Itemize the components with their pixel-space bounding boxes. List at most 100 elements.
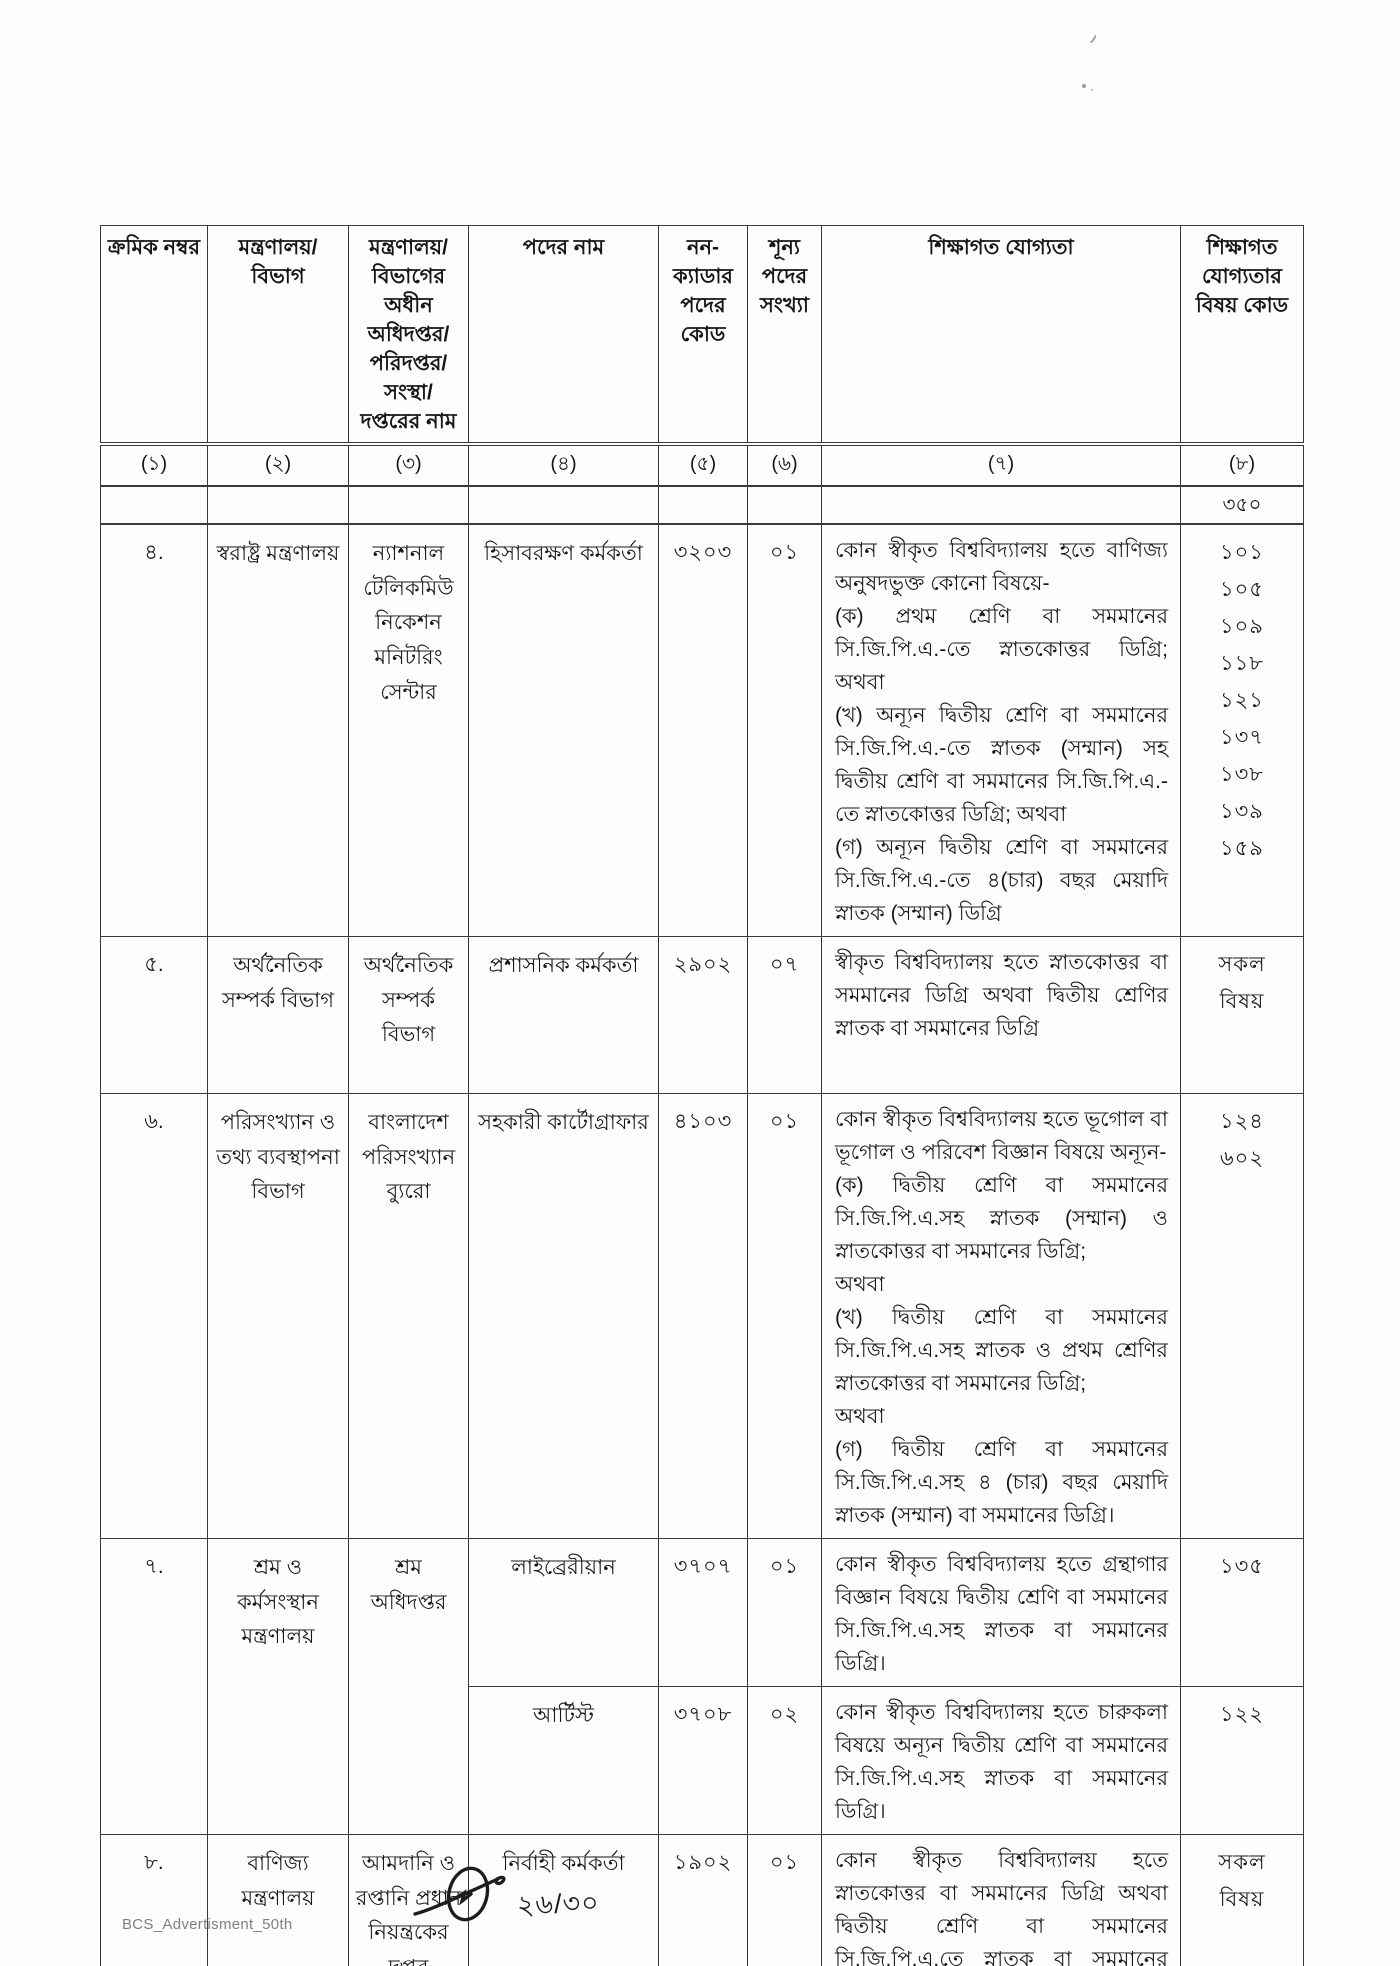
- row-vacancy-count: ০২: [747, 1686, 822, 1835]
- qualification-line: অথবা: [835, 1405, 885, 1428]
- footer-filename: BCS_Advertisment_50th: [122, 1916, 293, 1933]
- column-number: (৮): [1180, 442, 1304, 487]
- header-post-name: পদের নাম: [468, 225, 659, 445]
- row-serial-number: ৬.: [100, 1093, 208, 1539]
- subject-code: ১৫৯: [1220, 837, 1264, 860]
- row-noncadre-code: ৪১০৩: [658, 1093, 748, 1539]
- header-noncadre-code: নন- ক্যাডার পদের কোড: [658, 225, 748, 445]
- column-number: (৩): [348, 442, 469, 487]
- row-qualification: স্বীকৃত বিশ্ববিদ্যালয় হতে স্নাতকোত্তর ব…: [821, 936, 1181, 1094]
- row-subject-codes: ১০১ ১০৫ ১০৯ ১১৮ ১২১ ১৩৭ ১৩৮ ১৩৯ ১৫৯: [1180, 523, 1304, 937]
- empty-cell: [658, 485, 748, 525]
- row-serial-number: ৪.: [100, 523, 208, 937]
- column-number: (৪): [468, 442, 659, 487]
- header-vacancies: শূন্য পদের সংখ্যা: [747, 225, 822, 445]
- qualification-line: স্বীকৃত বিশ্ববিদ্যালয় হতে স্নাতকোত্তর ব…: [835, 951, 1168, 1040]
- table-row: ৭. শ্রম ও কর্মসংস্থান মন্ত্রণালয় শ্রম অধি…: [100, 1538, 1304, 1835]
- carryover-row: ৩৫০: [100, 485, 1304, 525]
- row-noncadre-code: ১৯০২: [658, 1834, 748, 1966]
- header-qualification: শিক্ষাগত যোগ্যতা: [821, 225, 1181, 445]
- header-ministry: মন্ত্রণালয়/ বিভাগ: [207, 225, 349, 445]
- subject-code: ১১৮: [1220, 652, 1264, 675]
- row-noncadre-code: ৩৭০৭: [658, 1538, 748, 1687]
- empty-cell: [821, 485, 1181, 525]
- page-number: ২৬/৩০: [516, 1887, 601, 1921]
- row-office: ন্যাশনাল টেলিকমিউ নিকেশন মনিটরিং সেন্টার: [348, 523, 469, 937]
- row-office: বাংলাদেশ পরিসংখ্যান ব্যুরো: [348, 1093, 469, 1539]
- row-post-name: আর্টিস্ট: [468, 1686, 659, 1835]
- subject-code: ১২৪: [1220, 1110, 1264, 1133]
- qualification-line: কোন স্বীকৃত বিশ্ববিদ্যালয় হতে বাণিজ্য অ…: [835, 539, 1168, 595]
- carryover-subject-code: ৩৫০: [1180, 485, 1304, 525]
- empty-cell: [468, 485, 659, 525]
- header-office: মন্ত্রণালয়/ বিভাগের অধীন অধিদপ্তর/ পরিদ…: [348, 225, 469, 445]
- subject-code: ১০৫: [1220, 578, 1264, 601]
- row-ministry: পরিসংখ্যান ও তথ্য ব্যবস্থাপনা বিভাগ: [207, 1093, 349, 1539]
- row-ministry: স্বরাষ্ট্র মন্ত্রণালয়: [207, 523, 349, 937]
- row-vacancy-count: ০১: [747, 1538, 822, 1687]
- row-noncadre-code: ৩৭০৮: [658, 1686, 748, 1835]
- subject-code: ১২২: [1220, 1703, 1264, 1726]
- row-ministry: শ্রম ও কর্মসংস্থান মন্ত্রণালয়: [207, 1538, 349, 1835]
- table-row: ৪. স্বরাষ্ট্র মন্ত্রণালয় ন্যাশনাল টেলিকমি…: [100, 523, 1304, 937]
- header-row: ক্রমিক নম্বর মন্ত্রণালয়/ বিভাগ মন্ত্রণা…: [100, 225, 1304, 445]
- column-number: (৫): [658, 442, 748, 487]
- row-serial-number: ৫.: [100, 936, 208, 1094]
- subject-code: ১৩৮: [1220, 763, 1264, 786]
- row-noncadre-code: ২৯০২: [658, 936, 748, 1094]
- column-number-row: (১) (২) (৩) (৪) (৫) (৬) (৭) (৮): [100, 442, 1304, 487]
- subject-code: ৬০২: [1220, 1147, 1264, 1170]
- subject-code: ১৩৭: [1220, 726, 1264, 749]
- qualification-line: (গ) অন্যূন দ্বিতীয় শ্রেণি বা সমমানের সি…: [835, 836, 1168, 925]
- row-subject-codes: সকল বিষয়: [1180, 936, 1304, 1094]
- row-office: শ্রম অধিদপ্তর: [348, 1538, 469, 1835]
- header-serial: ক্রমিক নম্বর: [100, 225, 208, 445]
- empty-cell: [100, 485, 208, 525]
- recruitment-table: ক্রমিক নম্বর মন্ত্রণালয়/ বিভাগ মন্ত্রণা…: [100, 225, 1304, 1966]
- row-subject-codes: ১২৪ ৬০২: [1180, 1093, 1304, 1539]
- column-number: (১): [100, 442, 208, 487]
- row-vacancy-count: ০১: [747, 1093, 822, 1539]
- column-number: (৭): [821, 442, 1181, 487]
- subject-code: ১৩৯: [1220, 800, 1264, 823]
- row-qualification: কোন স্বীকৃত বিশ্ববিদ্যালয় হতে গ্রন্থাগা…: [821, 1538, 1181, 1687]
- table-row: আর্টিস্ট ৩৭০৮ ০২ কোন স্বীকৃত বিশ্ববিদ্যালয়…: [101, 1686, 1304, 1835]
- subject-code: সকল: [1218, 1851, 1266, 1874]
- column-number: (২): [207, 442, 349, 487]
- row-ministry: অর্থনৈতিক সম্পর্ক বিভাগ: [207, 936, 349, 1094]
- table-row: ৬. পরিসংখ্যান ও তথ্য ব্যবস্থাপনা বিভাগ বাং…: [100, 1093, 1304, 1539]
- table-row: ৫. অর্থনৈতিক সম্পর্ক বিভাগ অর্থনৈতিক সম্পর…: [100, 936, 1304, 1094]
- scan-speck: [1082, 84, 1086, 88]
- row-ministry: বাণিজ্য মন্ত্রণালয়: [207, 1834, 349, 1966]
- subject-code: বিষয়: [1219, 1888, 1265, 1911]
- qualification-line: কোন স্বীকৃত বিশ্ববিদ্যালয় হতে চারুকলা ব…: [835, 1701, 1168, 1823]
- qualification-line: কোন স্বীকৃত বিশ্ববিদ্যালয় হতে গ্রন্থাগা…: [835, 1553, 1168, 1675]
- row-qualification: কোন স্বীকৃত বিশ্ববিদ্যালয় হতে স্নাতকোত্…: [821, 1834, 1181, 1966]
- row-office: অর্থনৈতিক সম্পর্ক বিভাগ: [348, 936, 469, 1094]
- row-post-name: সহকারী কার্টোগ্রাফার: [468, 1093, 659, 1539]
- row-vacancy-count: ০১: [747, 1834, 822, 1966]
- row-subject-codes: সকল বিষয়: [1180, 1834, 1304, 1966]
- qualification-line: কোন স্বীকৃত বিশ্ববিদ্যালয় হতে ভূগোল বা …: [835, 1108, 1168, 1164]
- row-qualification: কোন স্বীকৃত বিশ্ববিদ্যালয় হতে চারুকলা ব…: [821, 1686, 1181, 1835]
- header-subject-code: শিক্ষাগত যোগ্যতার বিষয় কোড: [1180, 225, 1304, 445]
- empty-cell: [747, 485, 822, 525]
- scan-speck: [1085, 31, 1098, 45]
- subject-code: ১৩৫: [1220, 1555, 1264, 1578]
- qualification-line: (খ) দ্বিতীয় শ্রেণি বা সমমানের সি.জি.পি.…: [835, 1306, 1168, 1395]
- row-vacancy-count: ০১: [747, 523, 822, 937]
- subject-code: ১০৯: [1220, 615, 1264, 638]
- table-body: ৪. স্বরাষ্ট্র মন্ত্রণালয় ন্যাশনাল টেলিকমি…: [100, 523, 1304, 1966]
- row-post-name: প্রশাসনিক কর্মকর্তা: [468, 936, 659, 1094]
- row-subject-codes: ১২২: [1180, 1686, 1304, 1835]
- row-serial-number: ৮.: [100, 1834, 208, 1966]
- qualification-line: (ক) দ্বিতীয় শ্রেণি বা সমমানের সি.জি.পি.…: [835, 1174, 1168, 1263]
- row-post-name: লাইব্রেরীয়ান: [468, 1538, 659, 1687]
- subject-code: ১২১: [1220, 689, 1264, 712]
- subject-code: সকল: [1218, 953, 1266, 976]
- column-number: (৬): [747, 442, 822, 487]
- table-row: ৮. বাণিজ্য মন্ত্রণালয় আমদানি ও রপ্তানি প্…: [100, 1834, 1304, 1966]
- row-qualification: কোন স্বীকৃত বিশ্ববিদ্যালয় হতে বাণিজ্য অ…: [821, 523, 1181, 937]
- signature-mark: [413, 1866, 506, 1922]
- row-post-name: হিসাবরক্ষণ কর্মকর্তা: [468, 523, 659, 937]
